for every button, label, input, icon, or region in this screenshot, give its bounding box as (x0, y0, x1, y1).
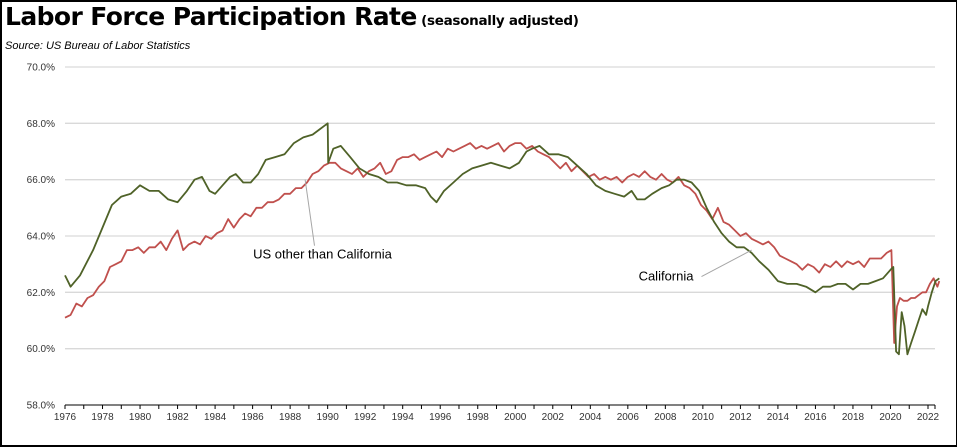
x-tick-label: 1998 (467, 412, 490, 423)
x-tick-label: 1982 (166, 412, 189, 423)
x-tick-label: 1978 (91, 412, 114, 423)
chart-title: Labor Force Participation Rate (seasonal… (5, 2, 579, 31)
x-tick-label: 1980 (129, 412, 152, 423)
x-tick-label: 2018 (842, 412, 865, 423)
y-axis: 58.0% 60.0% 62.0% 64.0% 66.0% 68.0% 70.0% (27, 63, 55, 412)
x-tick-label: 2004 (579, 412, 602, 423)
x-tick-label: 2022 (917, 412, 940, 423)
x-tick-label: 2020 (879, 412, 902, 423)
series-line-us-other-than-california (64, 142, 941, 344)
y-tick-label: 58.0% (27, 401, 55, 412)
x-tick-label: 2012 (729, 412, 752, 423)
x-tick-label: 1986 (241, 412, 264, 423)
y-tick-label: 60.0% (27, 344, 55, 355)
y-tick-label: 68.0% (27, 119, 55, 130)
x-tick-label: 1984 (204, 412, 227, 423)
chart-title-subtitle: (seasonally adjusted) (421, 13, 579, 29)
x-tick-label: 1990 (317, 412, 340, 423)
x-tick-label: 2016 (804, 412, 827, 423)
annotation-leader (701, 249, 752, 278)
x-tick-label: 1988 (279, 412, 302, 423)
x-tick-label: 2014 (767, 412, 790, 423)
x-tick-label: 1996 (429, 412, 452, 423)
x-axis: 1976 1978 1980 1982 1984 1986 1988 1990 1992 1994… (54, 404, 940, 423)
chart-source: Source: US Bureau of Labor Statistics (5, 40, 191, 52)
y-tick-label: 64.0% (27, 232, 55, 243)
x-tick-label: 2006 (617, 412, 640, 423)
x-tick-label: 1976 (54, 412, 77, 423)
x-tick-label: 1992 (354, 412, 377, 423)
x-tick-label: 2008 (654, 412, 677, 423)
chart-title-main: Labor Force Participation Rate (5, 2, 417, 31)
series-lines (64, 122, 941, 356)
x-tick-label: 2000 (504, 412, 527, 423)
annotation-label-california: California (639, 269, 695, 284)
annotation-label-us-other: US other than California (253, 247, 393, 262)
x-tick-label: 2002 (542, 412, 565, 423)
x-tick-label: 2010 (692, 412, 715, 423)
series-line-california (64, 122, 940, 356)
annotations: California US other than California (253, 179, 752, 284)
y-tick-label: 62.0% (27, 288, 55, 299)
annotation-leader (304, 179, 316, 246)
gridlines (65, 66, 935, 350)
y-tick-label: 66.0% (27, 175, 55, 186)
x-tick-label: 1994 (392, 412, 415, 423)
y-tick-label: 70.0% (27, 63, 55, 74)
